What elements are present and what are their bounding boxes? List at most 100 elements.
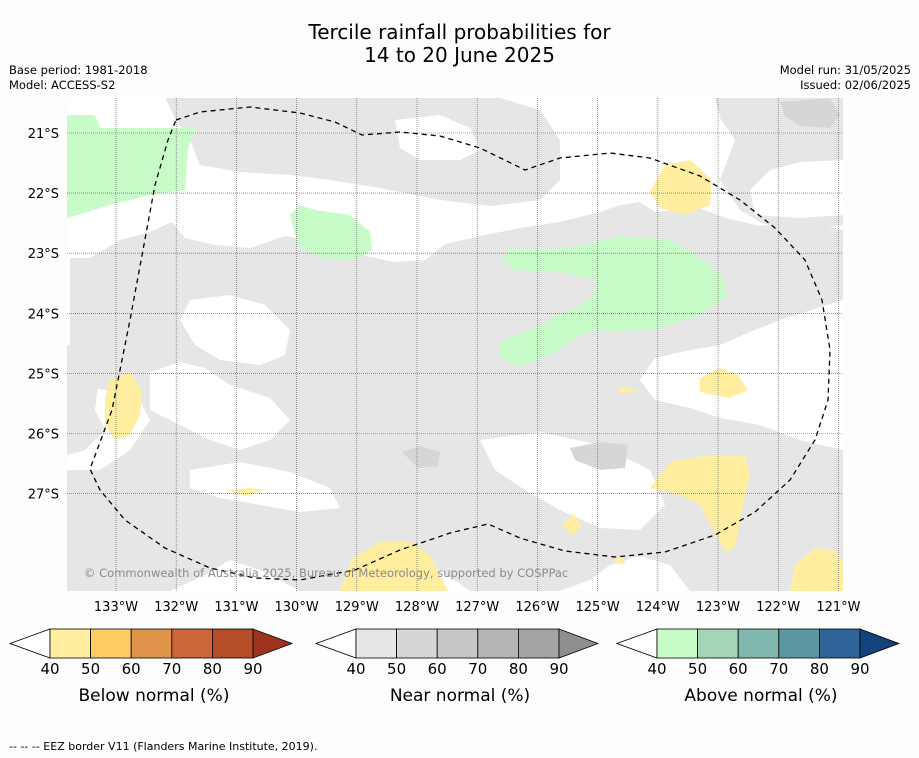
colorbar-segment xyxy=(49,628,91,659)
eez-footnote: -- -- -- EEZ border V11 (Flanders Marine… xyxy=(9,740,318,753)
colorbar-tick-label: 50 xyxy=(387,660,407,678)
latitude-label: 21°S xyxy=(28,127,59,142)
colorbar-tick-label: 50 xyxy=(688,660,708,678)
near-normal-caption: Near normal (%) xyxy=(389,686,531,706)
colorbar-tick-label: 80 xyxy=(202,660,222,678)
near-normal-dark-2 xyxy=(402,446,440,468)
latitude-label: 26°S xyxy=(28,428,59,443)
colorbar-extend-high xyxy=(252,628,294,659)
below-normal-region-s2 xyxy=(562,514,582,536)
colorbar-segment xyxy=(90,628,132,659)
colorbar-tick-label: 60 xyxy=(728,660,748,678)
no-signal-hole-1 xyxy=(180,295,290,365)
model-run: Model run: 31/05/2025 xyxy=(779,63,911,77)
colorbar-segment xyxy=(737,628,780,659)
above-normal-colorbar xyxy=(615,628,901,659)
meta-right: Model run: 31/05/2025 Issued: 02/06/2025 xyxy=(780,63,911,93)
colorbar-tick-label: 70 xyxy=(468,660,488,678)
below-normal-caption: Below normal (%) xyxy=(78,686,230,706)
colorbar-extend-low xyxy=(8,628,51,659)
colorbar-extend-high xyxy=(558,628,600,659)
near-normal-region-ne xyxy=(715,98,843,232)
legend-below-normal: 40 50 60 70 80 90 Below normal (%) xyxy=(8,628,309,723)
no-signal-hole-4 xyxy=(395,115,480,160)
above-normal-caption: Above normal (%) xyxy=(684,686,838,706)
meta-left: Base period: 1981-2018 Model: ACCESS-S2 xyxy=(9,63,148,93)
base-period: Base period: 1981-2018 xyxy=(9,63,148,77)
below-normal-region-west xyxy=(105,372,142,440)
above-normal-region-east xyxy=(500,236,728,367)
near-normal-region-west xyxy=(67,345,105,455)
latitude-label: 24°S xyxy=(28,307,59,322)
longitude-label: 131°W xyxy=(214,600,258,615)
colorbar-extend-high xyxy=(859,628,901,659)
colorbar-tick-label: 80 xyxy=(508,660,528,678)
colorbar-tick-label: 50 xyxy=(81,660,101,678)
longitude-label: 126°W xyxy=(515,600,559,615)
colorbar-tick-label: 90 xyxy=(549,660,569,678)
longitude-label: 130°W xyxy=(275,600,319,615)
above-normal-region-nw xyxy=(67,115,195,218)
below-normal-region-s3 xyxy=(340,542,448,591)
colorbar-tick-label: 80 xyxy=(809,660,829,678)
colorbar-tick-label: 70 xyxy=(162,660,182,678)
below-normal-colorbar xyxy=(8,628,294,659)
longitude-label: 132°W xyxy=(154,600,198,615)
below-normal-region-e2 xyxy=(618,388,640,393)
near-normal-dark-1 xyxy=(780,98,840,128)
longitude-label: 123°W xyxy=(696,600,740,615)
no-signal-hole-2 xyxy=(150,362,290,450)
below-normal-region-ne xyxy=(650,160,712,215)
colorbar-segment xyxy=(656,628,698,659)
colorbar-tick-label: 40 xyxy=(40,660,60,678)
longitude-label: 129°W xyxy=(335,600,379,615)
chart-title-line1: Tercile rainfall probabilities for xyxy=(308,20,611,44)
colorbar-tick-label: 90 xyxy=(850,660,870,678)
latitude-label: 22°S xyxy=(28,187,59,202)
colorbar-tick-label: 70 xyxy=(769,660,789,678)
colorbar-segment xyxy=(211,628,254,659)
colorbar-segment xyxy=(355,628,397,659)
forecast-map: 21°S22°S23°S24°S25°S26°S27°S 133°W 132°W 1… xyxy=(28,98,861,615)
colorbar-tick-label: 40 xyxy=(346,660,366,678)
latitude-labels: 21°S 22°S 23°S 24°S 25°S 26°S 27°S xyxy=(28,127,59,503)
colorbar-segment xyxy=(697,628,739,659)
near-normal-dark-3 xyxy=(570,442,628,470)
chart-title-line2: 14 to 20 June 2025 xyxy=(364,43,555,67)
longitude-label: 121°W xyxy=(816,600,860,615)
colorbar-tick-label: 40 xyxy=(647,660,667,678)
issued-date: Issued: 02/06/2025 xyxy=(800,78,911,92)
below-normal-region-se xyxy=(650,455,750,552)
longitude-label: 128°W xyxy=(395,600,439,615)
longitude-label: 124°W xyxy=(636,600,680,615)
colorbar-segment xyxy=(130,628,173,659)
colorbar-extend-low xyxy=(314,628,357,659)
map-gridlines xyxy=(67,98,843,591)
colorbar-segment xyxy=(778,628,820,659)
near-normal-colorbar xyxy=(314,628,600,659)
colorbar-tick-label: 60 xyxy=(121,660,141,678)
legend-above-normal: 40 50 60 70 80 90 Above normal (%) xyxy=(615,628,916,723)
below-normal-region-s4 xyxy=(614,556,625,564)
longitude-label: 125°W xyxy=(576,600,620,615)
below-normal-region-se2 xyxy=(790,548,843,591)
below-normal-region-s1 xyxy=(226,488,265,496)
colorbar-segment xyxy=(477,628,519,659)
colorbar-extend-low xyxy=(615,628,658,659)
model-name: Model: ACCESS-S2 xyxy=(9,78,116,92)
colorbar-segment xyxy=(818,628,861,659)
latitude-label: 25°S xyxy=(28,367,59,382)
longitude-label: 133°W xyxy=(94,600,138,615)
colorbar-segment xyxy=(517,628,560,659)
no-signal-hole-3 xyxy=(190,462,340,512)
latitude-label: 23°S xyxy=(28,247,59,262)
below-normal-region-e1 xyxy=(700,368,748,398)
latitude-label: 27°S xyxy=(28,488,59,503)
colorbar-segment xyxy=(436,628,479,659)
longitude-label: 127°W xyxy=(455,600,499,615)
longitude-labels: 133°W 132°W 131°W 130°W 129°W 128°W 127°W 126°W… xyxy=(94,600,861,615)
colorbar-tick-label: 60 xyxy=(427,660,447,678)
colorbar-segment xyxy=(171,628,213,659)
colorbar-segment xyxy=(396,628,438,659)
longitude-label: 122°W xyxy=(756,600,800,615)
